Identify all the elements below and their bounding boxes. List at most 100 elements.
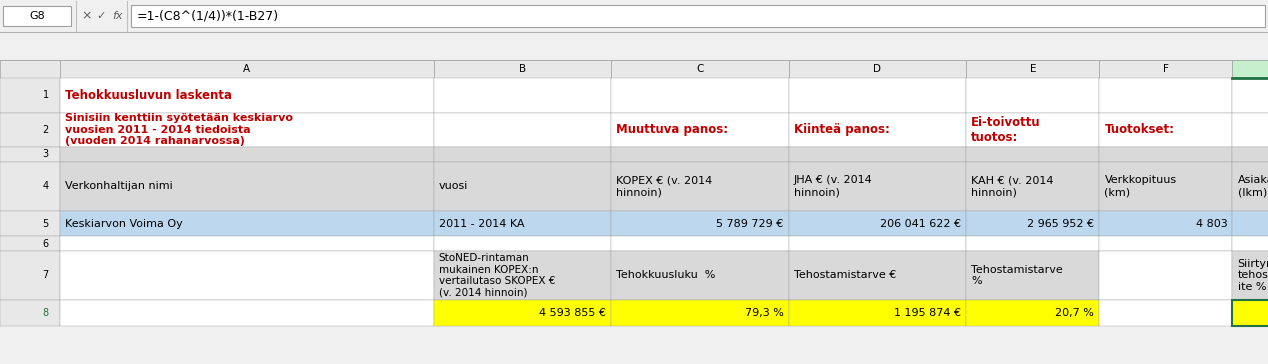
Text: 4 593 855 €: 4 593 855 €	[539, 308, 606, 318]
Text: 4 803: 4 803	[1196, 219, 1227, 229]
Bar	[966, 78, 1099, 112]
Text: 1 195 874 €: 1 195 874 €	[894, 308, 961, 318]
Bar	[60, 251, 434, 300]
Bar	[611, 162, 789, 211]
Bar	[1232, 251, 1268, 300]
Bar	[1232, 112, 1268, 147]
Bar	[0, 78, 60, 112]
Bar	[1099, 251, 1232, 300]
Text: 6: 6	[43, 239, 48, 249]
Text: 4: 4	[43, 181, 48, 191]
Text: Siirtymäajan
tehostamistavo
ite % / vuosi: Siirtymäajan tehostamistavo ite % / vuos…	[1238, 259, 1268, 292]
Bar	[611, 147, 789, 162]
Text: vuosi: vuosi	[439, 181, 468, 191]
Bar	[966, 162, 1099, 211]
Bar	[789, 251, 966, 300]
Bar	[0, 162, 60, 211]
Bar	[434, 162, 611, 211]
Bar	[1232, 162, 1268, 211]
Text: A: A	[243, 64, 250, 74]
Bar	[1232, 300, 1268, 325]
Bar	[434, 211, 611, 236]
Bar	[434, 60, 611, 78]
Text: Muuttuva panos:: Muuttuva panos:	[616, 123, 728, 136]
Bar	[1099, 60, 1232, 78]
Text: ✓: ✓	[96, 11, 107, 21]
Text: Keskiarvon Voima Oy: Keskiarvon Voima Oy	[65, 219, 183, 229]
Bar	[966, 112, 1099, 147]
Bar	[434, 236, 611, 251]
Text: Tuotokset:: Tuotokset:	[1104, 123, 1174, 136]
Text: Tehokkuusluvun laskenta: Tehokkuusluvun laskenta	[65, 89, 232, 102]
Bar	[1232, 60, 1268, 78]
Text: KAH € (v. 2014
hinnoin): KAH € (v. 2014 hinnoin)	[971, 175, 1054, 197]
Text: Kiinteä panos:: Kiinteä panos:	[794, 123, 890, 136]
Bar	[434, 251, 611, 300]
Bar	[0, 236, 60, 251]
Text: 79,3 %: 79,3 %	[744, 308, 784, 318]
Bar	[1099, 300, 1232, 325]
Text: Sinisiin kenttiin syötetään keskiarvo
vuosien 2011 - 2014 tiedoista
(vuoden 2014: Sinisiin kenttiin syötetään keskiarvo vu…	[65, 113, 293, 146]
Bar	[1099, 78, 1232, 112]
Bar	[1099, 236, 1232, 251]
Text: D: D	[874, 64, 881, 74]
Text: 3: 3	[43, 150, 48, 159]
Text: B: B	[519, 64, 526, 74]
Bar	[611, 112, 789, 147]
Text: 8: 8	[43, 308, 48, 318]
Bar	[611, 60, 789, 78]
Text: 20,7 %: 20,7 %	[1055, 308, 1094, 318]
Bar	[789, 211, 966, 236]
Bar	[1232, 236, 1268, 251]
Bar	[60, 78, 434, 112]
Bar	[60, 236, 434, 251]
Text: Ei-toivottu
tuotos:: Ei-toivottu tuotos:	[971, 116, 1041, 144]
Text: Tehokkuusluku  %: Tehokkuusluku %	[616, 270, 715, 281]
Text: fx: fx	[113, 11, 123, 21]
Bar	[611, 211, 789, 236]
Text: 206 041 622 €: 206 041 622 €	[880, 219, 961, 229]
Text: F: F	[1163, 64, 1169, 74]
Bar	[789, 78, 966, 112]
Bar	[611, 78, 789, 112]
Bar	[0, 147, 60, 162]
Bar	[789, 162, 966, 211]
Text: G8: G8	[29, 11, 44, 21]
Bar	[966, 147, 1099, 162]
Bar	[611, 251, 789, 300]
Bar	[0, 300, 60, 325]
Bar	[789, 60, 966, 78]
Bar	[789, 300, 966, 325]
Bar	[434, 78, 611, 112]
Bar	[1232, 147, 1268, 162]
Text: =1-(C8^(1/4))*(1-B27): =1-(C8^(1/4))*(1-B27)	[137, 9, 279, 23]
Bar	[966, 236, 1099, 251]
Bar	[60, 60, 434, 78]
Bar	[1232, 78, 1268, 112]
Text: StoNED-rintaman
mukainen KOPEX:n
vertailutaso SKOPEX €
(v. 2014 hinnoin): StoNED-rintaman mukainen KOPEX:n vertail…	[439, 253, 555, 298]
Bar	[0, 211, 60, 236]
Bar	[0, 60, 60, 78]
Text: Verkkopituus
(km): Verkkopituus (km)	[1104, 175, 1177, 197]
Bar	[3, 7, 71, 25]
Text: 7: 7	[43, 270, 48, 281]
Text: Tehostamistarve
%: Tehostamistarve %	[971, 265, 1063, 286]
Bar	[60, 112, 434, 147]
Bar	[789, 236, 966, 251]
Text: C: C	[696, 64, 704, 74]
Text: ×: ×	[81, 9, 91, 23]
Bar	[1099, 112, 1232, 147]
Bar	[1099, 147, 1232, 162]
Text: JHA € (v. 2014
hinnoin): JHA € (v. 2014 hinnoin)	[794, 175, 872, 197]
Bar	[1232, 211, 1268, 236]
Bar	[789, 112, 966, 147]
Bar	[60, 211, 434, 236]
Bar	[966, 211, 1099, 236]
Bar	[0, 112, 60, 147]
Bar	[0, 0, 1268, 32]
Bar	[1099, 211, 1232, 236]
Text: Asiakasmäärä
(lkm): Asiakasmäärä (lkm)	[1238, 175, 1268, 197]
Bar	[966, 251, 1099, 300]
Bar	[789, 147, 966, 162]
Bar	[0, 251, 60, 300]
